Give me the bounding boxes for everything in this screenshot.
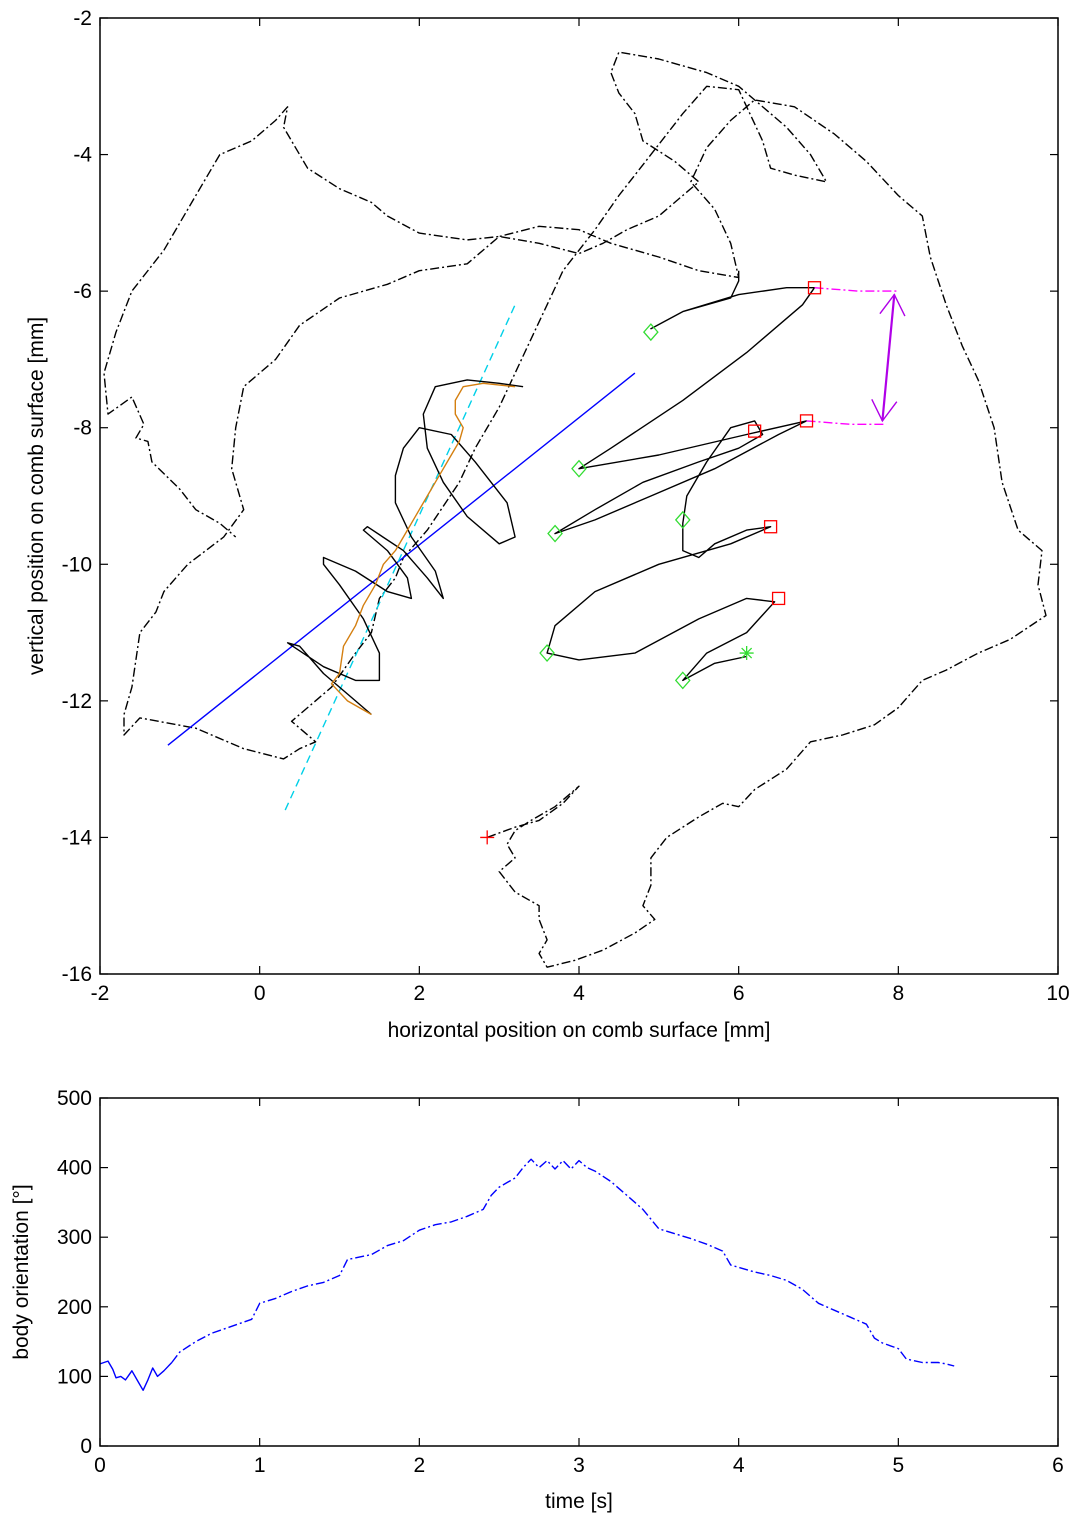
trajectory-ytick-label-5: -12 bbox=[62, 690, 92, 713]
trajectory-marker-square-1 bbox=[799, 414, 814, 428]
trajectory-ytick-label-1: -4 bbox=[73, 144, 92, 167]
orientation-plot: 0 1 2 3 4 5 6 0 100 200 300 400 500 time [s] body or… bbox=[10, 1087, 1064, 1513]
trajectory-ytick-label-7: -16 bbox=[62, 963, 92, 986]
trajectory-series-7 bbox=[806, 420, 887, 425]
orientation-series-0 bbox=[99, 1360, 173, 1391]
trajectory-marker-diamond-3 bbox=[674, 510, 691, 529]
trajectory-plot-data bbox=[103, 51, 1047, 968]
trajectory-ytick-label-2: -6 bbox=[73, 280, 92, 303]
trajectory-series-2 bbox=[167, 372, 636, 746]
trajectory-marker-square-2 bbox=[747, 424, 762, 438]
orientation-xtick-label-2: 2 bbox=[413, 1454, 425, 1477]
trajectory-series-5 bbox=[330, 382, 516, 716]
trajectory-plot-frame bbox=[99, 17, 1059, 975]
trajectory-series-3 bbox=[284, 304, 516, 811]
orientation-plot-data bbox=[99, 1158, 955, 1391]
orientation-plot-frame bbox=[99, 1097, 1059, 1447]
trajectory-marker-diamond-0 bbox=[642, 323, 659, 342]
trajectory-series-4 bbox=[286, 379, 524, 716]
trajectory-xlabel: horizontal position on comb surface [mm] bbox=[388, 1019, 771, 1042]
trajectory-arrowhead-0 bbox=[879, 293, 906, 317]
trajectory-ytick-label-4: -10 bbox=[62, 553, 92, 576]
trajectory-marker-diamond-1 bbox=[571, 459, 587, 478]
orientation-xtick-label-1: 1 bbox=[254, 1454, 266, 1477]
trajectory-xtick-label-5: 8 bbox=[892, 982, 904, 1005]
trajectory-plot-ticks: -2 0 2 4 6 8 10 -2 -4 -6 -8 -10 -12 -14 -16 bbox=[62, 7, 1070, 1005]
trajectory-marker-square-4 bbox=[771, 591, 786, 606]
orientation-series-1 bbox=[171, 1158, 955, 1367]
orientation-ytick-label-0: 0 bbox=[80, 1435, 92, 1458]
trajectory-ytick-label-3: -8 bbox=[73, 417, 92, 440]
trajectory-marker-diamond-2 bbox=[547, 524, 563, 543]
trajectory-marker-plus-0 bbox=[480, 830, 495, 845]
trajectory-ylabel: vertical position on comb surface [mm] bbox=[25, 317, 48, 675]
orientation-xlabel: time [s] bbox=[545, 1490, 613, 1513]
orientation-ytick-label-2: 200 bbox=[57, 1296, 92, 1319]
orientation-ytick-label-5: 500 bbox=[57, 1087, 92, 1110]
trajectory-marker-square-0 bbox=[807, 281, 822, 295]
orientation-ytick-label-1: 100 bbox=[57, 1365, 92, 1388]
trajectory-arrowhead-1 bbox=[871, 398, 898, 423]
trajectory-ytick-label-6: -14 bbox=[62, 826, 93, 849]
orientation-xtick-label-6: 6 bbox=[1052, 1454, 1064, 1477]
trajectory-marker-diamond-4 bbox=[539, 644, 555, 663]
orientation-ytick-label-3: 300 bbox=[57, 1226, 92, 1249]
orientation-xtick-label-4: 4 bbox=[733, 1454, 745, 1477]
orientation-xtick-label-5: 5 bbox=[892, 1454, 904, 1477]
trajectory-marker-diamond-5 bbox=[674, 671, 691, 690]
orientation-ytick-label-4: 400 bbox=[57, 1157, 92, 1180]
orientation-xtick-label-0: 0 bbox=[94, 1454, 106, 1477]
trajectory-xtick-label-3: 4 bbox=[573, 982, 585, 1005]
trajectory-xtick-label-2: 2 bbox=[413, 982, 425, 1005]
trajectory-marker-square-3 bbox=[763, 520, 778, 534]
trajectory-xtick-label-6: 10 bbox=[1046, 982, 1069, 1005]
trajectory-series-8 bbox=[881, 294, 896, 422]
trajectory-xtick-label-1: 0 bbox=[254, 982, 266, 1005]
trajectory-series-0 bbox=[103, 51, 1047, 968]
orientation-xtick-label-3: 3 bbox=[573, 1454, 585, 1477]
trajectory-series-6 bbox=[814, 287, 899, 292]
trajectory-xtick-label-4: 6 bbox=[733, 982, 745, 1005]
trajectory-plot: -2 0 2 4 6 8 10 -2 -4 -6 -8 -10 -12 -14 -16 horizontal… bbox=[25, 7, 1070, 1042]
trajectory-marker-asterisk-0 bbox=[739, 646, 754, 661]
trajectory-xtick-label-0: -2 bbox=[91, 982, 110, 1005]
trajectory-series-1 bbox=[546, 270, 816, 682]
orientation-ylabel: body orientation [°] bbox=[10, 1184, 33, 1359]
orientation-plot-ticks: 0 1 2 3 4 5 6 0 100 200 300 400 500 bbox=[57, 1087, 1064, 1477]
trajectory-ytick-label-0: -2 bbox=[73, 7, 92, 30]
